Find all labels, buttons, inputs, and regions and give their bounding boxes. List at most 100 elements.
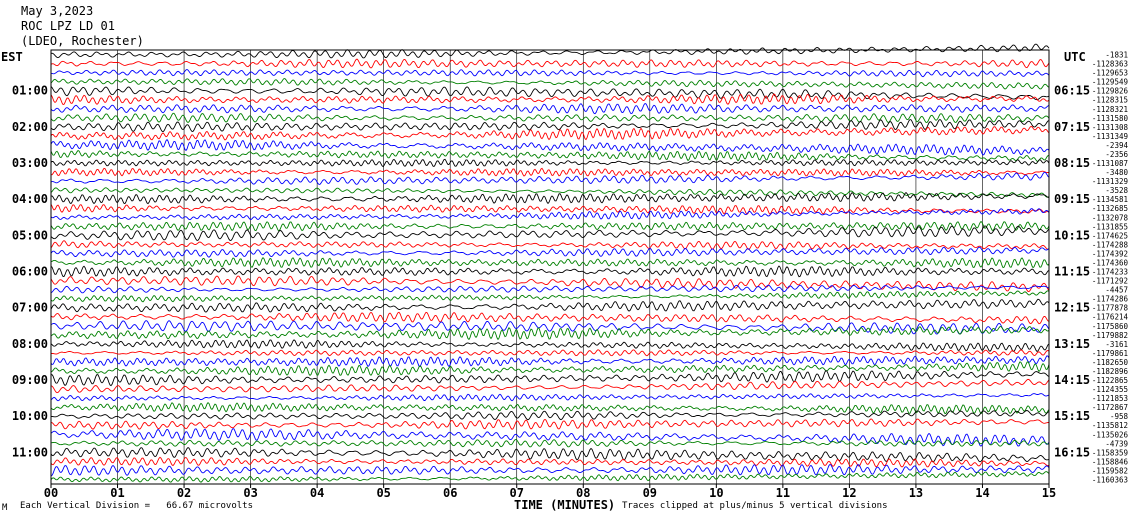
seismic-trace xyxy=(50,290,1050,303)
x-tick-label: 04 xyxy=(310,486,324,500)
x-tick-label: 03 xyxy=(243,486,257,500)
seismic-trace xyxy=(50,208,1050,221)
seismic-trace xyxy=(50,471,1050,483)
seismic-trace xyxy=(50,43,1050,59)
location-label: (LDEO, Rochester) xyxy=(21,34,144,48)
est-hour-label: 04:00 xyxy=(12,192,48,206)
x-tick-label: 08 xyxy=(576,486,590,500)
trace-offset-label: -1131308 xyxy=(1092,123,1129,132)
seismic-trace xyxy=(50,125,1050,141)
seismic-trace xyxy=(50,112,1050,124)
seismic-trace xyxy=(50,439,1050,448)
trace-offset-label: -4739 xyxy=(1105,439,1128,448)
trace-offset-label: -1179882 xyxy=(1092,331,1128,340)
est-hour-label: 01:00 xyxy=(12,84,48,98)
trace-offset-label: -3480 xyxy=(1105,168,1128,177)
trace-offset-label: -1121853 xyxy=(1092,394,1128,403)
trace-offset-label: -1177878 xyxy=(1092,304,1129,313)
x-tick-label: 01 xyxy=(110,486,124,500)
x-axis-title: TIME (MINUTES) xyxy=(514,498,616,512)
seismic-trace xyxy=(50,361,1050,377)
seismic-traces xyxy=(50,43,1050,483)
seismic-trace xyxy=(50,402,1050,415)
seismic-trace xyxy=(50,447,1050,463)
seismic-trace xyxy=(50,284,1050,294)
trace-offset-label: -1172867 xyxy=(1092,403,1128,412)
trace-offset-label: -1135026 xyxy=(1092,430,1129,439)
trace-offset-label: -1131580 xyxy=(1092,114,1129,123)
trace-offset-label: -1122865 xyxy=(1092,376,1128,385)
seismic-trace xyxy=(50,339,1050,352)
trace-offset-label: -1132078 xyxy=(1092,213,1129,222)
seismic-trace xyxy=(50,410,1050,421)
seismic-trace xyxy=(50,463,1050,476)
trace-offset-label: -1158359 xyxy=(1092,448,1128,457)
est-hour-label: 02:00 xyxy=(12,120,48,134)
x-tick-label: 10 xyxy=(709,486,723,500)
seismic-trace xyxy=(50,171,1050,185)
station-label: ROC LPZ LD 01 xyxy=(21,19,115,33)
corner-mark: M xyxy=(2,503,8,513)
trace-offset-label: -4457 xyxy=(1105,286,1128,295)
seismic-trace xyxy=(50,349,1050,357)
trace-offset-label: -1129826 xyxy=(1092,87,1129,96)
trace-offset-label: -1129549 xyxy=(1092,78,1128,87)
x-tick-label: 02 xyxy=(177,486,191,500)
trace-offset-label: -3161 xyxy=(1105,340,1128,349)
seismic-trace xyxy=(50,138,1050,156)
seismic-trace xyxy=(50,246,1050,258)
est-axis-title: EST xyxy=(1,50,23,64)
axis-labels: 00 01 02 03 04 05 06 07 08 09 10 11 12 13 14 15 01:00 02:… xyxy=(12,51,1129,500)
trace-offset-label: -1182650 xyxy=(1092,358,1129,367)
trace-offset-label: -1124355 xyxy=(1092,385,1128,394)
x-tick-label: 15 xyxy=(1042,486,1056,500)
x-tick-label: 13 xyxy=(909,486,923,500)
seismic-trace xyxy=(50,192,1050,205)
plot-frame xyxy=(50,49,1050,488)
est-hour-label: 09:00 xyxy=(12,373,48,387)
seismic-trace xyxy=(50,257,1050,269)
x-tick-label: 05 xyxy=(376,486,390,500)
seismic-trace xyxy=(50,118,1050,133)
x-tick-label: 07 xyxy=(510,486,524,500)
utc-hour-label: 12:15 xyxy=(1054,301,1090,315)
seismic-trace xyxy=(50,428,1050,447)
x-tick-label: 06 xyxy=(443,486,457,500)
x-tick-label: 12 xyxy=(842,486,856,500)
utc-hour-label: 16:15 xyxy=(1054,445,1090,459)
seismic-trace xyxy=(50,58,1050,69)
utc-hour-label: 08:15 xyxy=(1054,156,1090,170)
trace-offset-label: -958 xyxy=(1110,412,1129,421)
trace-offset-label: -1176214 xyxy=(1092,313,1129,322)
seismic-trace xyxy=(50,86,1050,101)
trace-offset-label: -1174392 xyxy=(1092,249,1128,258)
trace-offset-label: -2394 xyxy=(1105,141,1128,150)
trace-offset-label: -1831 xyxy=(1105,51,1128,60)
seismic-trace xyxy=(50,93,1050,106)
seismic-trace xyxy=(50,78,1050,90)
x-tick-label: 09 xyxy=(643,486,657,500)
est-hour-label: 10:00 xyxy=(12,409,48,423)
clip-note: Traces clipped at plus/minus 5 vertical … xyxy=(622,501,888,511)
seismic-trace xyxy=(50,275,1050,292)
seismic-trace xyxy=(50,225,1050,241)
seismic-trace xyxy=(50,418,1049,430)
seismic-trace xyxy=(50,220,1050,232)
seismic-trace xyxy=(50,240,1050,250)
trace-offset-label: -1174288 xyxy=(1092,240,1129,249)
seismic-trace xyxy=(50,369,1050,387)
seismic-trace xyxy=(50,320,1050,335)
trace-offset-label: -1174233 xyxy=(1092,268,1128,277)
trace-offset-label: -2356 xyxy=(1105,150,1128,159)
utc-hour-label: 13:15 xyxy=(1054,337,1090,351)
trace-offset-label: -1128363 xyxy=(1092,60,1128,69)
trace-offset-label: -1128315 xyxy=(1092,96,1128,105)
trace-offset-label: -1134581 xyxy=(1092,195,1128,204)
date-label: May 3,2023 xyxy=(21,4,94,18)
utc-hour-label: 15:15 xyxy=(1054,409,1090,423)
trace-offset-label: -1129653 xyxy=(1092,69,1128,78)
utc-axis-title: UTC xyxy=(1064,50,1086,64)
seismic-trace xyxy=(50,265,1050,278)
trace-offset-label: -1158846 xyxy=(1092,457,1129,466)
utc-hour-label: 07:15 xyxy=(1054,120,1090,134)
